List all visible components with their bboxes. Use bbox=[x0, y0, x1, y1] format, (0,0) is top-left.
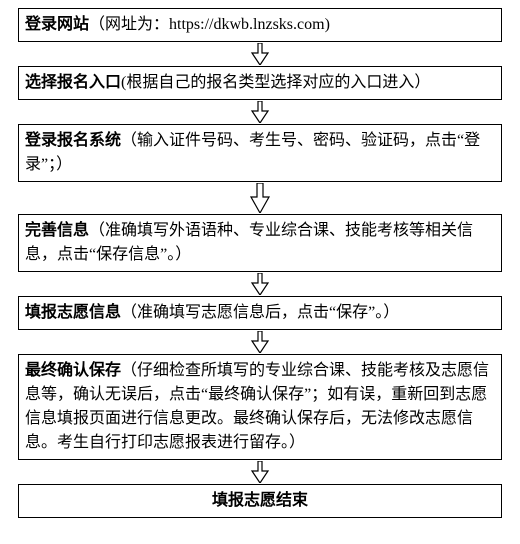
arrow-down-icon bbox=[18, 100, 502, 124]
flow-step-fill-preference: 填报志愿信息（准确填写志愿信息后，点击“保存”。） bbox=[18, 296, 502, 330]
step-title: 最终确认保存 bbox=[25, 362, 121, 379]
step-title: 登录网站 bbox=[25, 16, 89, 33]
step-detail: （网址为：https://dkwb.lnzsks.com) bbox=[89, 16, 330, 33]
step-detail: （准确填写外语语种、专业综合课、技能考核等相关信息，点击“保存信息”。） bbox=[25, 222, 473, 263]
step-detail: （准确填写志愿信息后，点击“保存”。） bbox=[121, 304, 399, 321]
step-detail: (根据自己的报名类型选择对应的入口进入） bbox=[121, 74, 430, 91]
flow-step-login-site: 登录网站（网址为：https://dkwb.lnzsks.com) bbox=[18, 8, 502, 42]
arrow-down-icon bbox=[18, 42, 502, 66]
step-title: 选择报名入口 bbox=[25, 74, 121, 91]
flowchart-container: 登录网站（网址为：https://dkwb.lnzsks.com) 选择报名入口… bbox=[0, 0, 520, 526]
step-title: 填报志愿信息 bbox=[25, 304, 121, 321]
arrow-down-icon bbox=[18, 182, 502, 214]
arrow-down-icon bbox=[18, 460, 502, 484]
flow-step-login-system: 登录报名系统（输入证件号码、考生号、密码、验证码，点击“登录”；） bbox=[18, 124, 502, 182]
step-title: 登录报名系统 bbox=[25, 132, 121, 149]
flow-step-select-entry: 选择报名入口(根据自己的报名类型选择对应的入口进入） bbox=[18, 66, 502, 100]
arrow-down-icon bbox=[18, 272, 502, 296]
flow-step-final-confirm: 最终确认保存（仔细检查所填写的专业综合课、技能考核及志愿信息等，确认无误后，点击… bbox=[18, 354, 502, 460]
arrow-down-icon bbox=[18, 330, 502, 354]
step-title: 完善信息 bbox=[25, 222, 89, 239]
flow-step-end: 填报志愿结束 bbox=[18, 484, 502, 518]
flow-step-complete-info: 完善信息（准确填写外语语种、专业综合课、技能考核等相关信息，点击“保存信息”。） bbox=[18, 214, 502, 272]
step-title: 填报志愿结束 bbox=[212, 492, 308, 509]
